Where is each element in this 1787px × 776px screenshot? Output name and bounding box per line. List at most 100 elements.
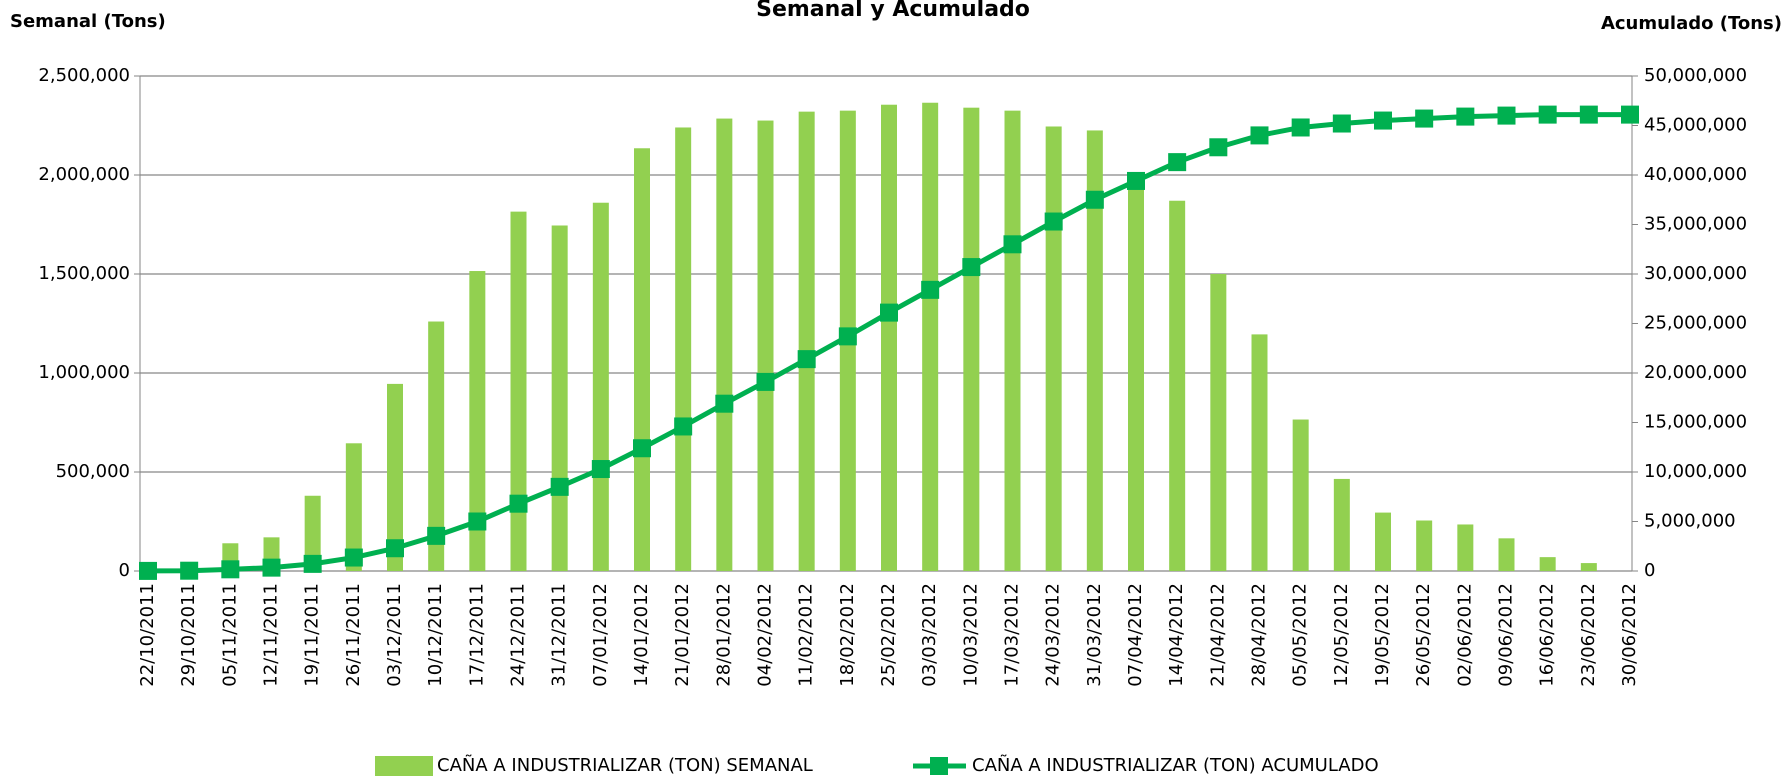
x-tick-label: 12/05/2012 [1331,583,1352,687]
bar [1045,126,1062,572]
y-axis-title: Semanal (Tons) [10,11,166,32]
x-tick-label: 07/04/2012 [1125,583,1146,687]
x-tick-label: 28/04/2012 [1249,583,1270,687]
x-tick-label: 22/10/2011 [137,583,158,687]
line-marker [880,303,898,322]
y-tick-label: 2,500,000 [38,65,130,86]
x-tick-label: 04/02/2012 [755,583,776,687]
bar [345,443,362,571]
x-tick-label: 17/12/2011 [466,583,487,687]
x-tick-label: 25/02/2012 [878,583,899,687]
line-marker [1250,126,1269,145]
line-marker [633,439,651,458]
y2-tick-label: 20,000,000 [1644,362,1747,383]
y-tick-label: 1,500,000 [38,263,130,284]
line-marker [468,512,487,531]
bar [675,127,692,571]
x-tick-label: 03/12/2011 [384,583,405,687]
bar [1086,130,1103,571]
x-tick-label: 30/06/2012 [1619,583,1640,687]
bar [1251,334,1268,571]
y2-tick-label: 0 [1644,560,1655,581]
y2-tick-label: 50,000,000 [1644,65,1747,86]
bar [1128,178,1144,571]
x-tick-label: 19/11/2011 [302,583,323,687]
bar [1375,512,1391,571]
bar [510,211,527,571]
bar [304,495,321,571]
y2-tick-label: 5,000,000 [1644,511,1736,532]
bar [1333,478,1350,571]
bar [881,104,897,572]
legend-swatch [375,756,433,776]
line-marker [674,417,693,436]
y-tick-label: 0 [119,560,130,581]
bar [551,225,568,572]
bar [1539,557,1556,571]
y2-tick-label: 40,000,000 [1644,164,1747,185]
line-marker [1003,235,1022,254]
line-marker [756,372,775,391]
chart-title: Semanal y Acumulado [756,0,1030,22]
bar [716,118,733,571]
line-marker [1291,118,1310,137]
x-tick-label: 05/11/2011 [219,583,240,687]
line-marker [509,494,528,513]
bar [1292,419,1309,571]
bar [1580,563,1597,571]
legend-label: CAÑA A INDUSTRIALIZAR (TON) SEMANAL [437,754,813,776]
bar [469,271,486,571]
x-tick-label: 21/01/2012 [672,583,693,687]
x-tick-label: 26/11/2011 [343,583,364,687]
bar [757,120,774,572]
x-tick-label: 09/06/2012 [1496,583,1517,687]
x-tick-label: 10/03/2012 [960,583,981,687]
line-marker [139,561,157,580]
y2-tick-label: 25,000,000 [1644,313,1747,334]
line-marker [1621,105,1639,124]
line-marker [1456,107,1475,126]
line-marker [1044,212,1063,231]
x-tick-label: 21/04/2012 [1207,583,1228,687]
x-tick-label: 31/12/2011 [549,583,570,687]
line-marker [1497,106,1516,125]
line-marker [1127,171,1145,190]
line-marker [427,526,446,545]
bar [1004,110,1021,572]
bar [634,148,650,571]
line-marker [221,560,240,579]
line-marker [921,280,940,299]
line-marker [1085,190,1104,209]
y2-axis-title: Acumulado (Tons) [1601,13,1782,34]
legend-swatch [930,757,948,775]
line-marker [262,558,281,577]
line-marker [550,477,569,496]
bar [1416,520,1433,571]
x-tick-label: 14/01/2012 [631,583,652,687]
y-tick-label: 1,000,000 [38,362,130,383]
x-tick-label: 16/06/2012 [1537,583,1558,687]
legend-label: CAÑA A INDUSTRIALIZAR (TON) ACUMULADO [972,754,1379,776]
line-marker [797,350,816,369]
x-tick-label: 23/06/2012 [1578,583,1599,687]
x-tick-label: 29/10/2011 [178,583,199,687]
line-marker [1374,111,1392,130]
line-marker [303,554,322,573]
line-marker [386,539,404,558]
line-marker [838,327,857,346]
y-tick-label: 2,000,000 [38,164,130,185]
line-marker [1209,138,1228,157]
x-tick-label: 10/12/2011 [425,583,446,687]
line-marker [1579,105,1598,124]
x-tick-label: 12/11/2011 [261,583,282,687]
bar [798,111,815,571]
y2-tick-label: 30,000,000 [1644,263,1747,284]
line-marker [344,548,363,567]
line-marker [715,394,734,413]
x-tick-label: 26/05/2012 [1413,583,1434,687]
x-tick-label: 31/03/2012 [1084,583,1105,687]
line-marker [1168,153,1187,172]
bar [387,383,403,571]
bar [1457,524,1474,571]
